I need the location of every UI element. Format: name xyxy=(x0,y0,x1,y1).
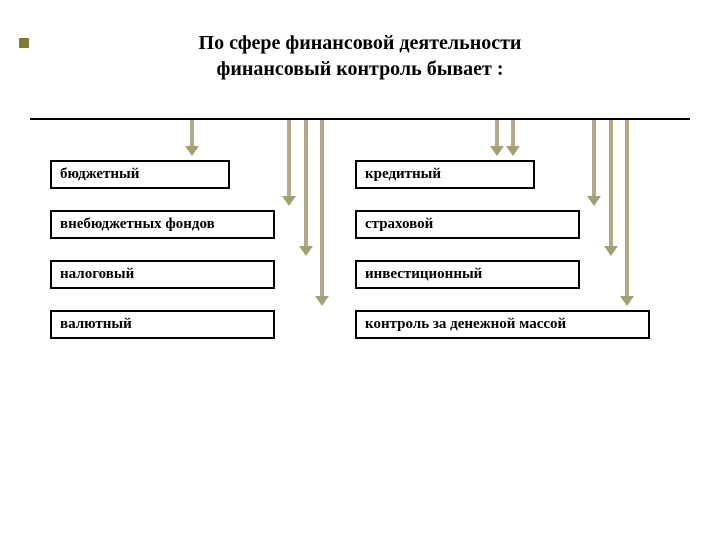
box-investment: инвестиционный xyxy=(355,260,580,289)
horizontal-divider xyxy=(30,118,690,120)
arrow-shaft xyxy=(625,120,629,296)
arrow-head-icon xyxy=(490,146,504,156)
arrow-head-icon xyxy=(315,296,329,306)
arrow-shaft xyxy=(320,120,324,296)
arrow-head-icon xyxy=(506,146,520,156)
box-currency: валютный xyxy=(50,310,275,339)
box-money: контроль за денежной массой xyxy=(355,310,650,339)
box-tax: налоговый xyxy=(50,260,275,289)
title-line2: финансовый контроль бывает : xyxy=(216,58,503,80)
arrow-head-icon xyxy=(587,196,601,206)
box-offbudget: внебюджетных фондов xyxy=(50,210,275,239)
arrow-shaft xyxy=(495,120,499,146)
arrow-shaft xyxy=(511,120,515,146)
arrow-shaft xyxy=(287,120,291,196)
arrow-shaft xyxy=(609,120,613,246)
box-insurance: страховой xyxy=(355,210,580,239)
arrow-head-icon xyxy=(185,146,199,156)
arrow-head-icon xyxy=(282,196,296,206)
arrow-head-icon xyxy=(604,246,618,256)
box-budget: бюджетный xyxy=(50,160,230,189)
diagram-title: По сфере финансовой деятельности финансо… xyxy=(0,30,720,82)
arrow-head-icon xyxy=(620,296,634,306)
arrow-shaft xyxy=(304,120,308,246)
arrow-shaft xyxy=(592,120,596,196)
arrow-shaft xyxy=(190,120,194,146)
arrow-head-icon xyxy=(299,246,313,256)
title-line1: По сфере финансовой деятельности xyxy=(199,32,522,54)
box-credit: кредитный xyxy=(355,160,535,189)
